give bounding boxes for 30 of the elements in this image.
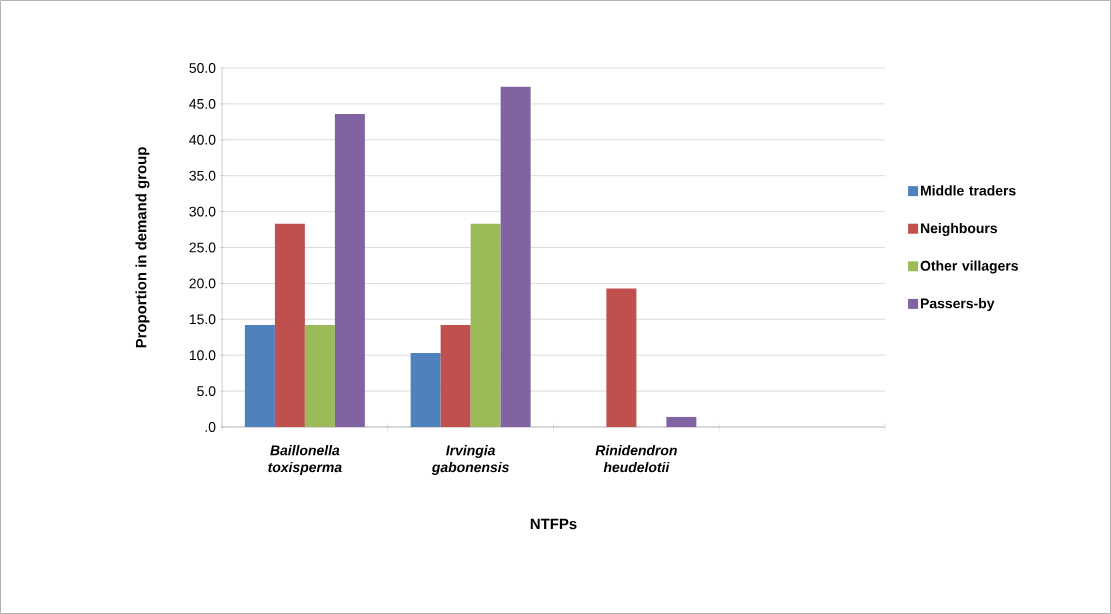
bar: [274, 223, 305, 427]
y-tick-label: 25.0: [189, 242, 216, 253]
y-tick-label: 45.0: [189, 98, 216, 109]
x-tick-label: Irvingia gabonensis: [431, 445, 509, 475]
y-tick-label: 15.0: [189, 314, 216, 325]
y-axis-title: Proportion in demand group: [135, 147, 150, 348]
legend-label: Neighbours: [921, 222, 997, 236]
x-tick-label: Baillonella toxisperma: [268, 445, 342, 475]
x-tick-label: Rinidendron heudelotii: [595, 445, 677, 473]
y-tick-label: 35.0: [189, 170, 216, 181]
bar: [500, 86, 531, 427]
y-tick-label: 20.0: [189, 278, 216, 289]
x-axis-title: NTFPs: [530, 518, 577, 530]
legend-label: Middle traders: [921, 185, 1016, 196]
bar: [666, 416, 697, 427]
y-tick-label: 40.0: [189, 134, 216, 145]
y-tick-label: .0: [205, 422, 216, 432]
y-tick-label: 5.0: [197, 386, 216, 397]
legend-label: Other villagers: [920, 260, 1018, 274]
bar: [410, 353, 441, 427]
bar: [440, 325, 471, 427]
y-tick-label: 50.0: [189, 63, 216, 73]
bar: [470, 223, 501, 427]
legend-label: Passers-by: [921, 298, 995, 312]
bar: [304, 325, 335, 427]
bar: [244, 325, 275, 427]
bar: [334, 113, 365, 427]
y-tick-label: 10.0: [189, 350, 216, 361]
bar: [606, 288, 637, 427]
y-tick-label: 30.0: [189, 206, 216, 217]
